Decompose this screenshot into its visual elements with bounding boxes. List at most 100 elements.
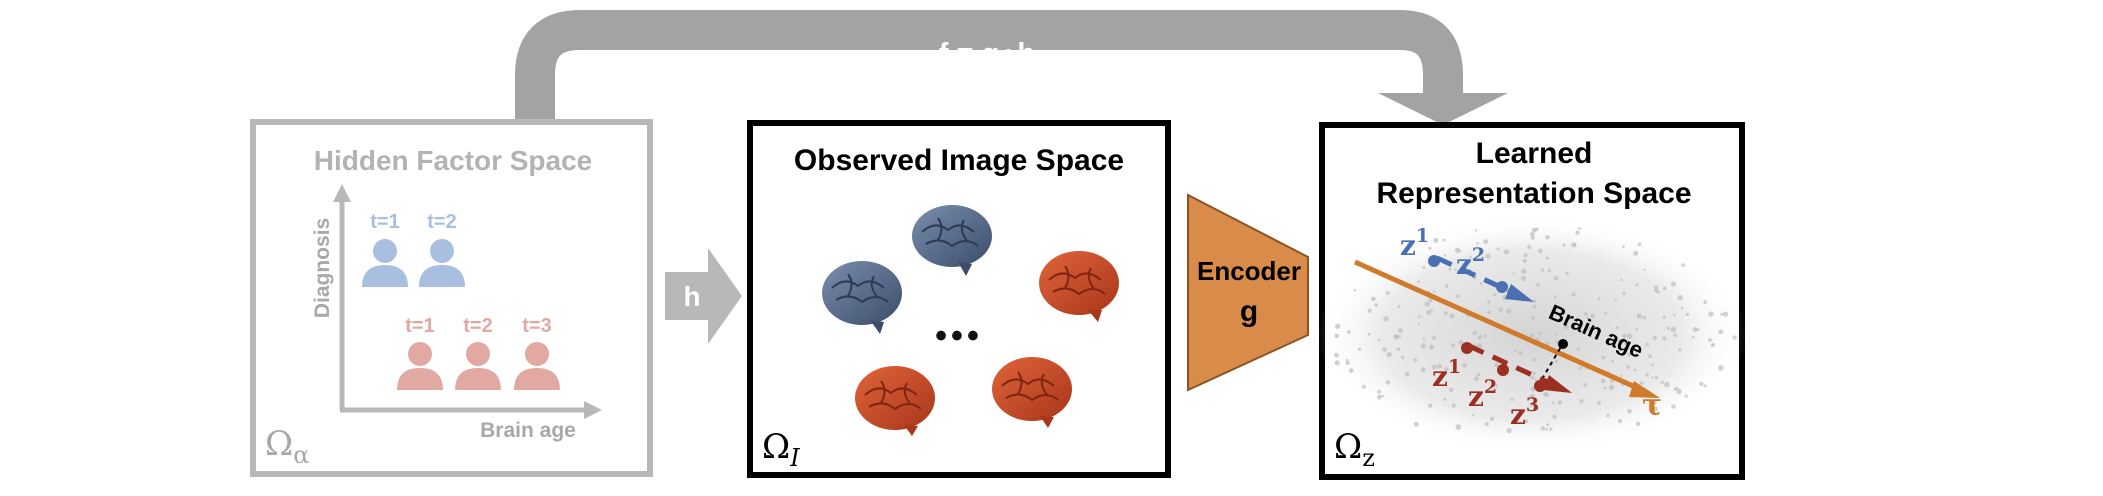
latent-cloud-dot xyxy=(1382,347,1387,352)
latent-cloud-dot xyxy=(1393,334,1398,339)
latent-cloud-dot xyxy=(1357,347,1362,351)
latent-cloud-dot xyxy=(1485,253,1491,259)
latent-cloud-dot xyxy=(1608,384,1615,391)
latent-cloud-dot xyxy=(1462,363,1467,368)
encoder-shape xyxy=(1187,193,1309,392)
latent-cloud-dot xyxy=(1643,268,1646,271)
latent-cloud-dot xyxy=(1478,336,1481,340)
latent-cloud-dot xyxy=(1553,276,1559,281)
latent-cloud-dot xyxy=(1529,232,1535,237)
latent-cloud-dot xyxy=(1381,394,1384,398)
latent-cloud-dot xyxy=(1518,350,1523,355)
latent-cloud-dot xyxy=(1487,300,1491,304)
latent-cloud-dot xyxy=(1433,237,1439,243)
latent-cloud-dot xyxy=(1413,358,1418,363)
latent-cloud-dot xyxy=(1555,333,1558,337)
latent-cloud-dot xyxy=(1623,341,1627,345)
latent-cloud-dot xyxy=(1397,305,1401,309)
latent-cloud-dot xyxy=(1703,300,1708,305)
latent-title-line-2: Representation Space xyxy=(1376,177,1691,210)
latent-cloud-dot xyxy=(1334,352,1339,358)
red-point-3-label: z3 xyxy=(1510,394,1539,431)
latent-cloud-dot xyxy=(1476,372,1481,377)
blue-point-1 xyxy=(1428,255,1440,267)
latent-cloud-dot xyxy=(1545,234,1550,240)
latent-cloud-dot xyxy=(1523,253,1528,258)
latent-cloud-dot xyxy=(1654,285,1659,290)
latent-cloud-dot xyxy=(1614,299,1618,302)
latent-cloud-dot xyxy=(1474,376,1479,382)
latent-cloud-dot xyxy=(1420,343,1426,349)
latent-cloud-dot xyxy=(1397,328,1403,334)
latent-cloud-dot xyxy=(1490,416,1495,421)
composition-arrow: f = g∘h xyxy=(515,10,1508,125)
latent-cloud-dot xyxy=(1455,294,1460,299)
latent-cloud-dot xyxy=(1442,238,1446,242)
latent-cloud-dot xyxy=(1676,388,1682,395)
latent-cloud-dot xyxy=(1417,323,1420,326)
latent-cloud-dot xyxy=(1371,296,1376,302)
latent-cloud-dot xyxy=(1557,400,1563,405)
latent-cloud-dot xyxy=(1691,335,1695,339)
latent-cloud-dot xyxy=(1603,386,1607,390)
h-arrow: h xyxy=(665,248,742,344)
latent-cloud-dot xyxy=(1428,298,1433,303)
latent-cloud-dot xyxy=(1484,422,1489,427)
blue-person-1-icon xyxy=(362,239,408,287)
latent-cloud-dot xyxy=(1578,366,1583,370)
latent-cloud-dot xyxy=(1430,308,1433,312)
latent-cloud-dot xyxy=(1635,421,1641,426)
latent-cloud-dot xyxy=(1642,315,1647,320)
latent-cloud-dot xyxy=(1451,403,1456,408)
latent-cloud-dot xyxy=(1532,299,1537,303)
latent-cloud-dot xyxy=(1673,387,1677,391)
latent-cloud-dot xyxy=(1540,426,1546,431)
blue-brain-2 xyxy=(912,205,992,276)
projection-point xyxy=(1558,339,1568,349)
latent-cloud-dot xyxy=(1545,428,1549,431)
brain-age-axis-symbol: τ xyxy=(1642,388,1662,423)
latent-cloud-dot xyxy=(1514,349,1517,353)
latent-cloud-dot xyxy=(1377,394,1382,400)
orange-brain-1 xyxy=(1039,251,1119,322)
latent-cloud-dot xyxy=(1554,359,1558,363)
latent-cloud-dot xyxy=(1493,383,1498,388)
latent-cloud-dot xyxy=(1506,308,1512,314)
latent-cloud-dot xyxy=(1448,267,1452,271)
latent-cloud-dot xyxy=(1565,271,1569,276)
composition-arrow-body xyxy=(515,10,1463,122)
observed-image-panel: Observed Image Space ••• ΩI xyxy=(747,120,1171,478)
latent-cloud-dot xyxy=(1636,313,1642,319)
latent-cloud-dot xyxy=(1397,335,1401,339)
latent-cloud-dot xyxy=(1345,360,1350,365)
latent-cloud-dot xyxy=(1678,348,1682,352)
brain-age-axis xyxy=(1353,259,1644,393)
latent-cloud-dot xyxy=(1562,243,1566,247)
hidden-factor-title: Hidden Factor Space xyxy=(314,145,593,176)
latent-cloud-dot xyxy=(1475,229,1478,232)
latent-cloud-dot xyxy=(1417,315,1421,318)
latent-cloud-dot xyxy=(1549,427,1553,431)
latent-cloud-dot xyxy=(1622,245,1625,249)
latent-cloud-dot xyxy=(1680,306,1684,310)
latent-cloud-dot xyxy=(1583,383,1588,388)
red-person-1-label: t=1 xyxy=(405,315,434,337)
latent-cloud-dot xyxy=(1617,338,1621,343)
latent-cloud-dot xyxy=(1620,278,1623,282)
latent-cloud-dot xyxy=(1529,402,1534,407)
latent-cloud-dot xyxy=(1563,324,1569,330)
latent-cloud-dot xyxy=(1633,250,1639,256)
latent-cloud-dot xyxy=(1529,393,1535,400)
red-point-1 xyxy=(1461,342,1473,354)
latent-cloud-dot xyxy=(1540,268,1545,272)
latent-cloud-dot xyxy=(1626,365,1631,369)
latent-cloud-dot xyxy=(1654,376,1659,380)
latent-cloud-dot xyxy=(1522,258,1527,263)
latent-cloud-dot xyxy=(1653,406,1658,412)
latent-cloud-dot xyxy=(1708,311,1714,317)
latent-cloud-dot xyxy=(1493,293,1497,296)
latent-cloud-dot xyxy=(1334,333,1340,339)
h-arrow-shape xyxy=(665,248,742,344)
latent-cloud-dot xyxy=(1534,378,1538,382)
